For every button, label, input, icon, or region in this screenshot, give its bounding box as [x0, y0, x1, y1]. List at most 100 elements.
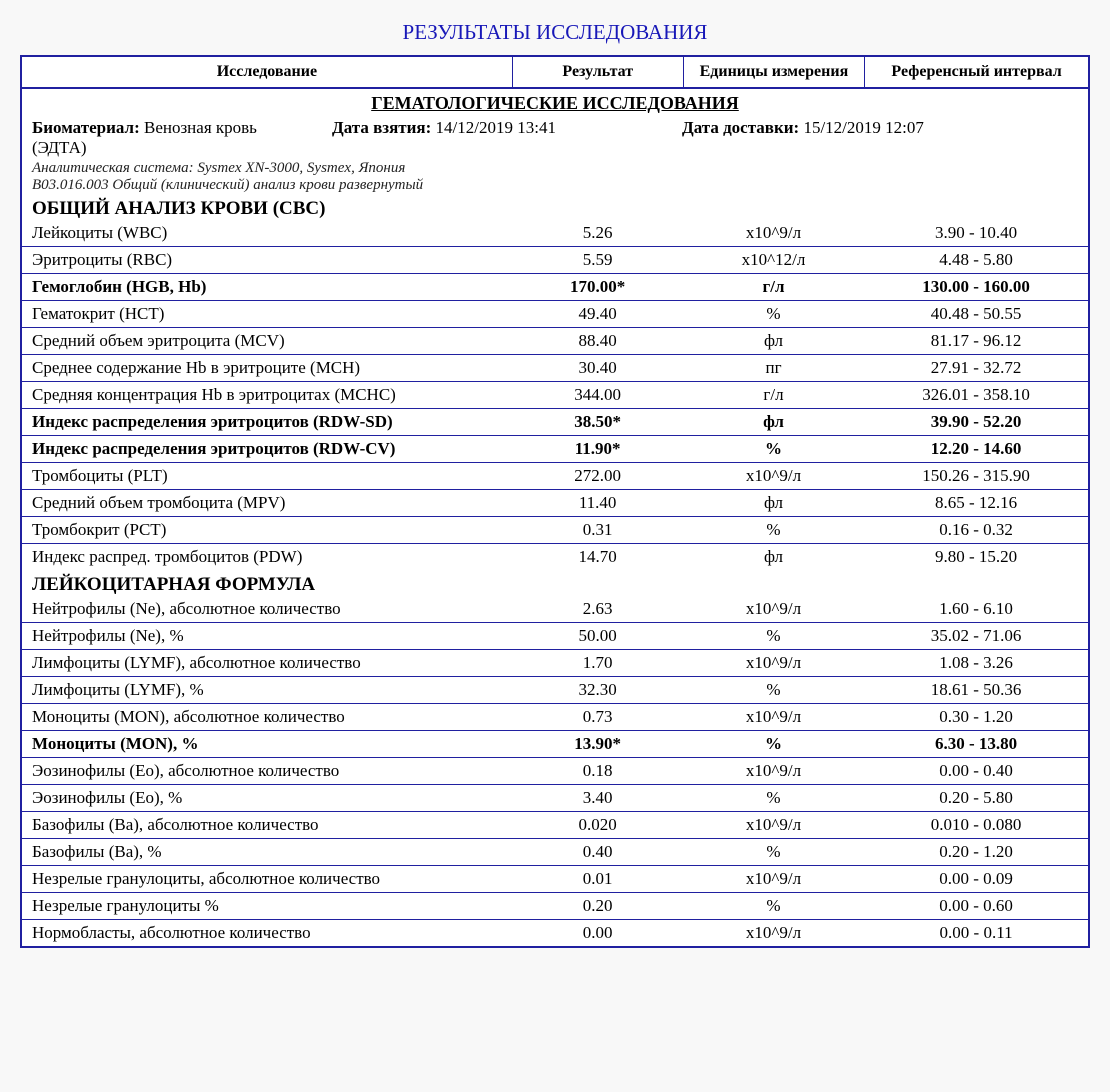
test-name: Базофилы (Ba), % — [22, 839, 512, 866]
test-unit: г/л — [683, 274, 864, 301]
test-result: 272.00 — [512, 463, 683, 490]
code-line: B03.016.003 Общий (клинический) анализ к… — [22, 177, 1088, 194]
test-ref: 0.16 - 0.32 — [864, 517, 1088, 544]
table-row: Эозинофилы (Eo), абсолютное количество 0.… — [22, 758, 1088, 785]
test-result: 0.20 — [512, 893, 683, 920]
col-result: Результат — [512, 56, 683, 88]
group2-table: Нейтрофилы (Ne), абсолютное количество2.… — [22, 596, 1088, 946]
test-name: Незрелые гранулоциты % — [22, 893, 512, 920]
delivered-label: Дата доставки: — [682, 118, 799, 137]
table-row: Нормобласты, абсолютное количество0.00x1… — [22, 920, 1088, 947]
table-row: Гемоглобин (HGB, Hb)170.00*г/л130.00 - 1… — [22, 274, 1088, 301]
test-result: 13.90* — [512, 731, 683, 758]
col-unit: Единицы измерения — [683, 56, 865, 88]
test-name: Эозинофилы (Eo), % — [22, 785, 512, 812]
test-unit: x10^9/л — [683, 220, 864, 247]
test-unit: % — [683, 677, 864, 704]
test-unit: фл — [683, 544, 864, 571]
test-result: 344.00 — [512, 382, 683, 409]
test-unit: % — [683, 623, 864, 650]
test-result: 49.40 — [512, 301, 683, 328]
analyzer-line: Аналитическая система: Sysmex XN-3000, S… — [22, 160, 1088, 177]
test-name: Незрелые гранулоциты, абсолютное количес… — [22, 866, 512, 893]
test-result: 2.63 — [512, 596, 683, 623]
test-unit: % — [683, 301, 864, 328]
table-row: Средняя концентрация Hb в эритроцитах (M… — [22, 382, 1088, 409]
test-name: Индекс распределения эритроцитов (RDW-SD… — [22, 409, 512, 436]
test-ref: 6.30 - 13.80 — [864, 731, 1088, 758]
test-unit: фл — [683, 328, 864, 355]
test-name: Гемоглобин (HGB, Hb) — [22, 274, 512, 301]
test-ref: 39.90 - 52.20 — [864, 409, 1088, 436]
group2-title: ЛЕЙКОЦИТАРНАЯ ФОРМУЛА — [22, 570, 1088, 596]
test-result: 50.00 — [512, 623, 683, 650]
test-name: Лейкоциты (WBC) — [22, 220, 512, 247]
test-unit: x10^12/л — [683, 247, 864, 274]
test-ref: 0.30 - 1.20 — [864, 704, 1088, 731]
test-name: Тромбокрит (PCT) — [22, 517, 512, 544]
test-result: 1.70 — [512, 650, 683, 677]
table-row: Индекс распределения эритроцитов (RDW-CV… — [22, 436, 1088, 463]
test-ref: 150.26 - 315.90 — [864, 463, 1088, 490]
test-ref: 40.48 - 50.55 — [864, 301, 1088, 328]
test-unit: фл — [683, 409, 864, 436]
table-row: Гематокрит (HCT)49.40%40.48 - 50.55 — [22, 301, 1088, 328]
table-row: Средний объем эритроцита (MCV)88.40фл81.… — [22, 328, 1088, 355]
test-unit: % — [683, 731, 864, 758]
test-ref: 130.00 - 160.00 — [864, 274, 1088, 301]
test-unit: % — [683, 517, 864, 544]
test-name: Базофилы (Ba), абсолютное количество — [22, 812, 512, 839]
test-result: 3.40 — [512, 785, 683, 812]
header-row: Исследование Результат Единицы измерения… — [20, 55, 1090, 89]
test-name: Моноциты (MON), % — [22, 731, 512, 758]
table-row: Незрелые гранулоциты, абсолютное количес… — [22, 866, 1088, 893]
table-row: Моноциты (MON), абсолютное количество0.7… — [22, 704, 1088, 731]
test-ref: 9.80 - 15.20 — [864, 544, 1088, 571]
test-result: 14.70 — [512, 544, 683, 571]
test-name: Моноциты (MON), абсолютное количество — [22, 704, 512, 731]
table-row: Нейтрофилы (Ne), %50.00%35.02 - 71.06 — [22, 623, 1088, 650]
test-unit: % — [683, 839, 864, 866]
table-row: Индекс распред. тромбоцитов (PDW)14.70фл… — [22, 544, 1088, 571]
test-name: Индекс распред. тромбоцитов (PDW) — [22, 544, 512, 571]
test-result: 11.90* — [512, 436, 683, 463]
test-result: 30.40 — [512, 355, 683, 382]
group1-table: Лейкоциты (WBC)5.26x10^9/л3.90 - 10.40Эр… — [22, 220, 1088, 570]
test-unit: % — [683, 785, 864, 812]
table-row: Незрелые гранулоциты %0.20%0.00 - 0.60 — [22, 893, 1088, 920]
table-row: Эритроциты (RBC)5.59x10^12/л4.48 - 5.80 — [22, 247, 1088, 274]
test-result: 88.40 — [512, 328, 683, 355]
test-ref: 81.17 - 96.12 — [864, 328, 1088, 355]
taken-label: Дата взятия: — [332, 118, 431, 137]
test-name: Эозинофилы (Eo), абсолютное количество — [22, 758, 512, 785]
test-unit: % — [683, 436, 864, 463]
table-row: Базофилы (Ba), абсолютное количество0.02… — [22, 812, 1088, 839]
test-name: Лимфоциты (LYMF), абсолютное количество — [22, 650, 512, 677]
test-unit: x10^9/л — [683, 866, 864, 893]
test-name: Гематокрит (HCT) — [22, 301, 512, 328]
test-name: Нормобласты, абсолютное количество — [22, 920, 512, 947]
test-ref: 0.010 - 0.080 — [864, 812, 1088, 839]
test-ref: 0.00 - 0.40 — [864, 758, 1088, 785]
test-ref: 8.65 - 12.16 — [864, 490, 1088, 517]
test-result: 5.59 — [512, 247, 683, 274]
test-unit: фл — [683, 490, 864, 517]
report-frame: ГЕМАТОЛОГИЧЕСКИЕ ИССЛЕДОВАНИЯ Биоматериа… — [20, 89, 1090, 948]
test-ref: 3.90 - 10.40 — [864, 220, 1088, 247]
test-unit: x10^9/л — [683, 463, 864, 490]
test-ref: 326.01 - 358.10 — [864, 382, 1088, 409]
meta-row: Биоматериал: Венозная кровь (ЭДТА) Дата … — [22, 116, 1088, 160]
taken-value: 14/12/2019 13:41 — [436, 118, 556, 137]
test-name: Среднее содержание Hb в эритроците (MCH) — [22, 355, 512, 382]
group1-title: ОБЩИЙ АНАЛИЗ КРОВИ (CBC) — [22, 194, 1088, 220]
test-name: Средний объем тромбоцита (MPV) — [22, 490, 512, 517]
test-name: Нейтрофилы (Ne), % — [22, 623, 512, 650]
table-row: Тромбоциты (PLT)272.00x10^9/л150.26 - 31… — [22, 463, 1088, 490]
biomaterial-label: Биоматериал: — [32, 118, 140, 137]
test-result: 0.01 — [512, 866, 683, 893]
col-name: Исследование — [21, 56, 512, 88]
test-unit: % — [683, 893, 864, 920]
test-unit: г/л — [683, 382, 864, 409]
test-result: 0.73 — [512, 704, 683, 731]
test-ref: 27.91 - 32.72 — [864, 355, 1088, 382]
